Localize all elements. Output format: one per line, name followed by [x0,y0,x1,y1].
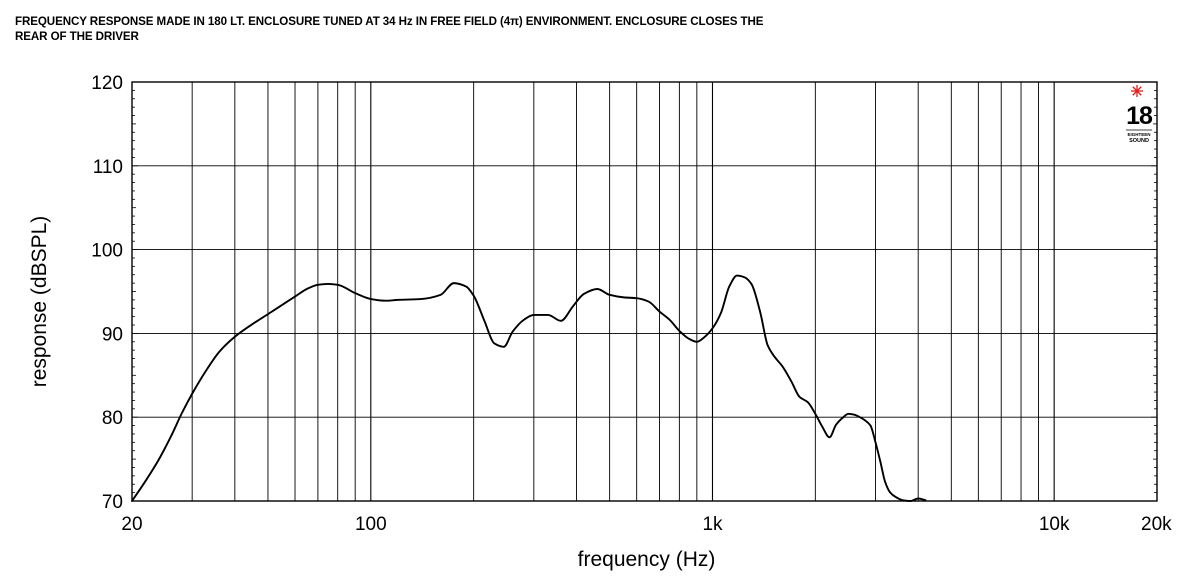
minor-gridlines [191,82,1039,501]
x-axis-title: frequency (Hz) [578,548,716,571]
y-tick-label-100: 100 [91,241,123,262]
chart-title: FREQUENCY RESPONSE MADE IN 180 LT. ENCLO… [15,14,1055,44]
x-tick-label-10k: 10k [1039,514,1070,535]
logo-star-ray [1132,86,1142,96]
x-tick-label-20k: 20k [1141,514,1172,535]
x-tick-label-20: 20 [121,514,142,535]
logo-number: 18 [1126,102,1153,130]
logo-star-icon [1131,85,1143,97]
axis-tick-marks [132,81,1157,502]
brand-logo: 18 EIGHTEEN SOUND [1126,85,1154,144]
chart-title-line-1: FREQUENCY RESPONSE MADE IN 180 LT. ENCLO… [15,15,764,28]
response-curve [131,274,927,502]
logo-text-line-2: SOUND [1129,138,1149,144]
x-tick-label-100: 100 [355,514,387,535]
plot-frame [131,81,1158,502]
x-tick-label-1k: 1k [702,514,723,535]
x-tick-labels: 20 100 1k 10k 20k [121,514,1172,535]
major-gridlines [132,82,1157,501]
y-tick-label-110: 110 [93,157,123,178]
y-tick-label-90: 90 [102,324,123,345]
y-tick-label-70: 70 [102,492,123,513]
chart-title-line-2: REAR OF THE DRIVER [15,30,139,43]
logo-text-line-1: EIGHTEEN [1127,132,1150,137]
y-tick-label-80: 80 [102,408,123,429]
y-tick-labels: 70 80 90 100 110 120 [91,73,123,513]
y-axis-title: response (dBSPL) [28,216,51,388]
y-tick-label-120: 120 [91,73,123,94]
